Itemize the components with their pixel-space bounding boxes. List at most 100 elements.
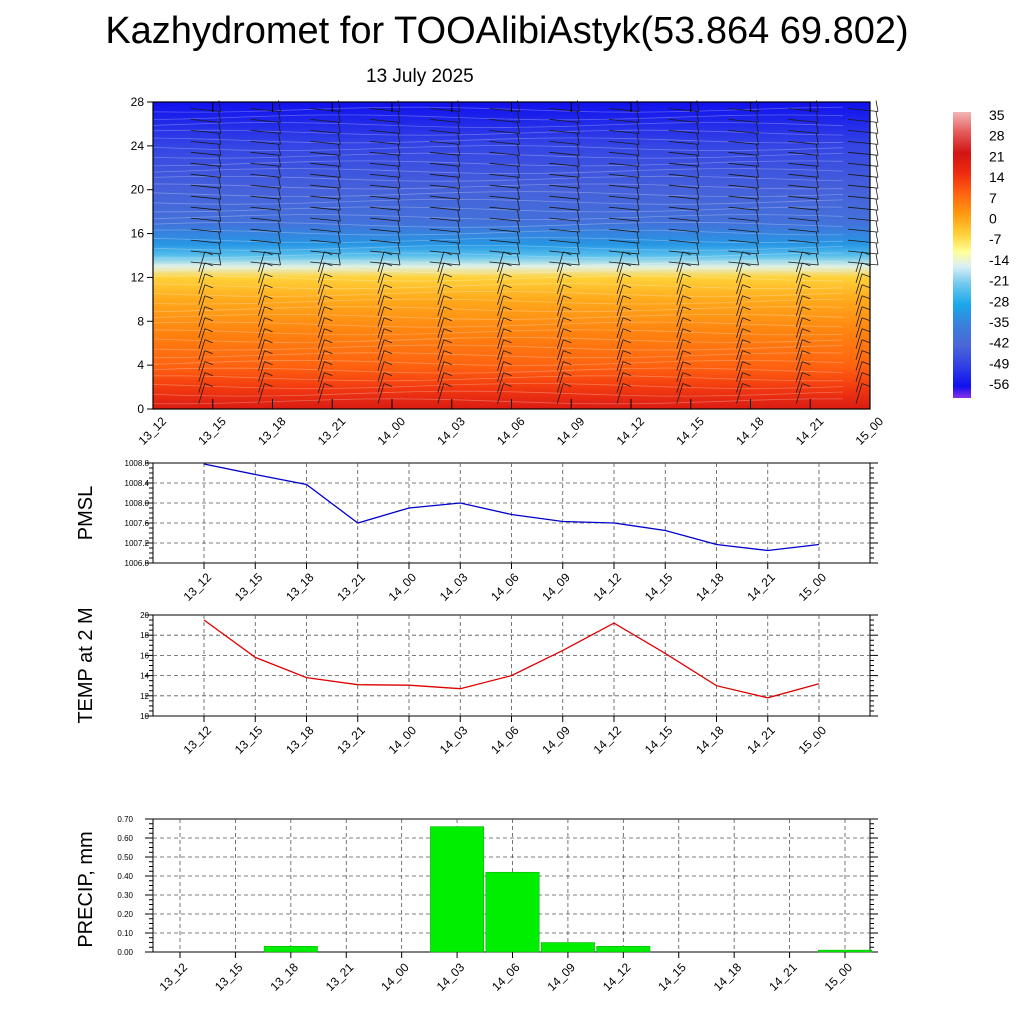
- wind-barb: [250, 166, 281, 178]
- wind-barb: [369, 177, 401, 189]
- wind-barb: [847, 199, 879, 211]
- colorbar-label: 28: [989, 128, 1005, 144]
- wind-barb: [556, 350, 572, 371]
- wind-barb: [190, 166, 222, 178]
- wind-barb: [855, 372, 871, 393]
- x-tick-label: 14_03: [434, 414, 468, 448]
- wind-barb: [258, 383, 273, 404]
- x-tick-label: 14_18: [711, 960, 745, 994]
- wind-barb: [795, 295, 811, 316]
- wind-barb: [795, 383, 811, 404]
- contour-line: [152, 313, 844, 320]
- wind-barb: [728, 188, 759, 200]
- wind-barb: [795, 372, 811, 393]
- y-tick-label: 14: [140, 672, 149, 681]
- wind-barb: [190, 242, 222, 255]
- wind-barb: [556, 361, 572, 382]
- series-line: [203, 619, 820, 699]
- temp-panel: 10 12 14 16 18 20 TEMP at 2 M 13_12 13_15 13_18 13…: [75, 607, 878, 757]
- wind-barb: [317, 306, 333, 327]
- wind-barb: [317, 372, 333, 393]
- wind-barb: [795, 328, 811, 349]
- precip-axis-label: PRECIP, mm: [75, 831, 97, 947]
- wind-barb: [489, 210, 520, 222]
- wind-barb: [489, 177, 520, 189]
- wind-barb: [847, 155, 879, 167]
- y-tick-label: 1006.8: [125, 559, 150, 568]
- wind-barb: [549, 155, 580, 167]
- wind-barb: [608, 177, 640, 189]
- precip-panel: 0.00 0.10 0.20 0.30 0.40 0.50 0.60 0.70 PRECIP, …: [75, 815, 878, 994]
- wind-barb: [847, 111, 879, 123]
- wind-barb: [489, 122, 520, 134]
- wind-barb: [549, 166, 580, 178]
- wind-barb: [549, 242, 580, 255]
- wind-barb: [855, 350, 871, 371]
- wind-barb: [190, 122, 222, 134]
- wind-barb: [847, 232, 879, 244]
- y-tick-label: 1008.4: [125, 479, 150, 488]
- wind-barb: [855, 339, 871, 360]
- wind-barb: [437, 350, 452, 371]
- y-tick-label: 0.30: [117, 891, 133, 900]
- wind-barb: [250, 155, 281, 167]
- y-tick-label: 4: [137, 358, 144, 372]
- colorbar: 35 28 21 14 7 0 -7 -14 -21 -28 -35 -42 -49 -56: [953, 107, 1009, 398]
- wind-barb: [616, 350, 632, 371]
- x-tick-label: 14_09: [545, 960, 579, 994]
- wind-barb: [668, 242, 700, 255]
- wind-barb: [556, 306, 572, 327]
- wind-barb: [608, 210, 640, 222]
- contour-line: [152, 360, 844, 366]
- wind-barb: [668, 253, 700, 266]
- wind-barb: [429, 122, 461, 134]
- x-tick-label: 14_15: [673, 414, 707, 448]
- wind-barb: [310, 210, 341, 222]
- wind-barb: [190, 199, 222, 211]
- wind-barb: [258, 339, 273, 360]
- wind-barb: [549, 221, 580, 233]
- wind-barb: [250, 232, 281, 244]
- temp-axis-label: TEMP at 2 M: [75, 607, 97, 723]
- contour-line: [152, 267, 844, 274]
- wind-barb: [317, 317, 333, 338]
- wind-barb: [310, 253, 341, 266]
- wind-barb: [795, 273, 811, 295]
- wind-barb: [616, 339, 632, 360]
- wind-barb: [258, 372, 273, 393]
- x-tick-label: 14_15: [642, 723, 676, 757]
- wind-barb: [616, 295, 632, 316]
- wind-barb: [788, 253, 819, 266]
- wind-barb: [668, 111, 700, 123]
- x-tick-label: 14_18: [693, 723, 727, 757]
- x-tick-label: 14_15: [655, 960, 689, 994]
- x-tick-label: 13_12: [181, 723, 215, 757]
- y-tick-label: 0.50: [117, 853, 133, 862]
- wind-barb: [369, 199, 401, 211]
- wind-barb: [608, 242, 640, 255]
- wind-barb: [549, 122, 580, 134]
- contour-line: [152, 237, 844, 244]
- wind-barb: [855, 328, 871, 349]
- wind-barb: [437, 273, 452, 295]
- contour-line: [152, 183, 844, 190]
- chart-title: Kazhydromet for TOOAlibiAstyk(53.864 69.…: [105, 10, 909, 52]
- contour-line: [152, 283, 844, 290]
- wind-barb: [668, 177, 700, 189]
- wind-barb: [369, 210, 401, 222]
- wind-barb: [198, 295, 213, 316]
- x-tick-label: 15_00: [822, 960, 856, 994]
- wind-barb: [497, 339, 512, 360]
- wind-barb: [377, 361, 393, 382]
- wind-barb: [497, 295, 512, 316]
- wind-barb: [556, 328, 572, 349]
- wind-barb: [847, 122, 879, 134]
- precip-bar: [430, 826, 485, 953]
- colorbar-label: 21: [989, 148, 1005, 164]
- wind-barb: [250, 221, 281, 233]
- wind-barb: [556, 273, 572, 295]
- wind-barb: [736, 361, 751, 382]
- wind-barb: [369, 242, 401, 255]
- x-tick-label: 14_12: [600, 960, 634, 994]
- wind-barb: [190, 221, 222, 233]
